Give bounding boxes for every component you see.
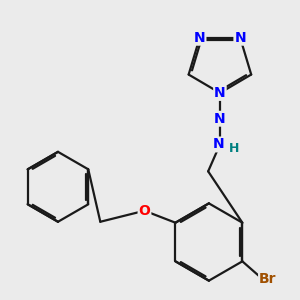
Text: N: N	[212, 137, 224, 152]
Text: N: N	[214, 112, 226, 126]
Text: N: N	[194, 31, 206, 45]
Text: N: N	[234, 31, 246, 45]
Text: Br: Br	[259, 272, 277, 286]
Text: O: O	[139, 204, 150, 218]
Text: H: H	[229, 142, 239, 155]
Text: N: N	[214, 86, 226, 100]
